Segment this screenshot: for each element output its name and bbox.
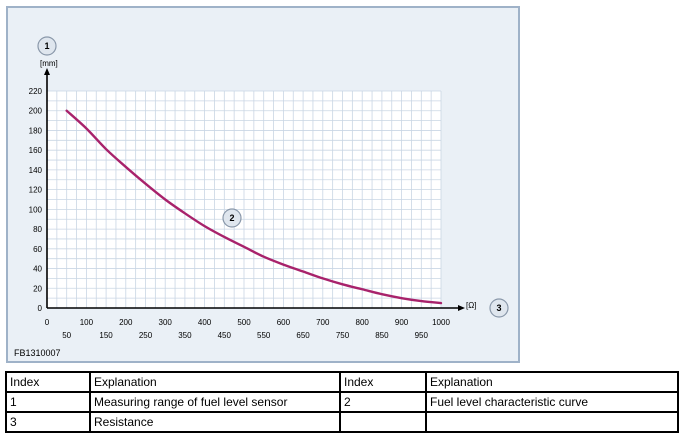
grid <box>46 90 442 309</box>
x-tick-label: 150 <box>99 331 113 340</box>
x-tick-label: 300 <box>159 318 173 327</box>
legend-cell: 1 <box>5 391 91 413</box>
y-axis-arrow <box>44 68 50 75</box>
x-tick-label: 950 <box>415 331 429 340</box>
legend-cell: Fuel level characteristic curve <box>425 391 679 413</box>
y-tick-label: 0 <box>38 304 43 313</box>
y-tick-label: 220 <box>29 87 43 96</box>
x-tick-label: 200 <box>119 318 133 327</box>
x-tick-label: 350 <box>178 331 192 340</box>
x-tick-label: 850 <box>375 331 389 340</box>
callout-curve-label: 2 <box>229 213 234 223</box>
y-tick-label: 200 <box>29 107 43 116</box>
x-tick-label: 250 <box>139 331 153 340</box>
legend-cell: 3 <box>5 411 91 433</box>
series-line-fuel-level-curve <box>65 109 443 305</box>
x-axis-arrow <box>458 305 465 311</box>
legend-cell <box>425 411 679 433</box>
legend-row: 1 Measuring range of fuel level sensor 2… <box>5 391 679 413</box>
x-tick-label: 0 <box>45 318 50 327</box>
y-tick-label: 120 <box>29 186 43 195</box>
legend-table: Index Explanation Index Explanation 1 Me… <box>5 371 679 433</box>
chart-figure: 0 20 40 60 80 100 120 140 160 180 200 220 0 100 200 300… <box>6 6 520 363</box>
x-tick-label: 750 <box>336 331 350 340</box>
y-tick-label: 40 <box>33 265 42 274</box>
x-tick-label: 500 <box>237 318 251 327</box>
callout-y-axis: 1 <box>37 36 57 56</box>
callout-x-axis: 3 <box>489 298 509 318</box>
x-tick-label: 1000 <box>432 318 450 327</box>
y-tick-label: 80 <box>33 225 42 234</box>
x-tick-label: 700 <box>316 318 330 327</box>
x-tick-label: 400 <box>198 318 212 327</box>
chart-svg: 0 20 40 60 80 100 120 140 160 180 200 220 0 100 200 300… <box>29 36 509 340</box>
legend-header-index-2: Index <box>339 371 427 393</box>
y-tick-label: 180 <box>29 126 43 135</box>
x-tick-label: 800 <box>356 318 370 327</box>
legend-cell <box>339 411 427 433</box>
y-tick-label: 100 <box>29 205 43 214</box>
legend-header-explanation-2: Explanation <box>425 371 679 393</box>
y-tick-label: 60 <box>33 245 42 254</box>
x-tick-label: 650 <box>296 331 310 340</box>
x-tick-label: 50 <box>62 331 71 340</box>
callout-x-axis-label: 3 <box>496 303 501 313</box>
legend-cell: 2 <box>339 391 427 413</box>
axes <box>44 68 465 311</box>
x-tick-label: 100 <box>80 318 94 327</box>
legend-cell: Resistance <box>89 411 341 433</box>
callout-y-axis-label: 1 <box>44 41 49 51</box>
x-tick-label: 450 <box>218 331 232 340</box>
tick-labels: 0 20 40 60 80 100 120 140 160 180 200 220 0 100 200 300… <box>29 87 451 340</box>
y-tick-label: 140 <box>29 166 43 175</box>
y-axis-unit: [mm] <box>40 59 58 68</box>
legend-header-index-1: Index <box>5 371 91 393</box>
x-axis-unit: [Ω] <box>466 301 476 310</box>
figure-code: FB1310007 <box>14 348 61 358</box>
x-tick-label: 600 <box>277 318 291 327</box>
legend-header-explanation-1: Explanation <box>89 371 341 393</box>
legend-row: 3 Resistance <box>5 411 679 433</box>
y-tick-label: 160 <box>29 146 43 155</box>
legend-header-row: Index Explanation Index Explanation <box>5 371 679 393</box>
series-layer <box>65 109 443 305</box>
x-tick-label: 550 <box>257 331 271 340</box>
y-tick-label: 20 <box>33 284 42 293</box>
x-tick-label: 900 <box>395 318 409 327</box>
callout-curve: 2 <box>222 208 242 228</box>
legend-cell: Measuring range of fuel level sensor <box>89 391 341 413</box>
